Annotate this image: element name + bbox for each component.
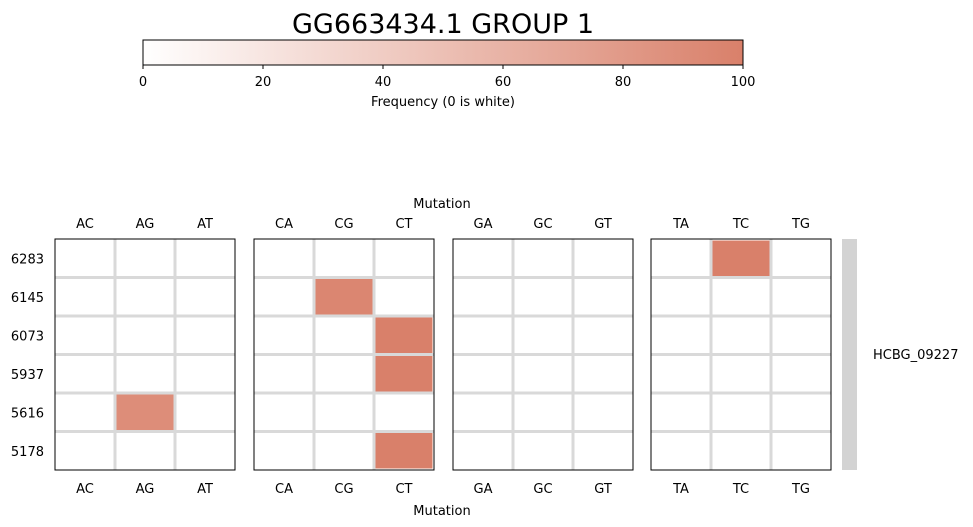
row-label-6145: 6145 [11, 291, 44, 306]
x-axis-label-bottom: Mutation [413, 504, 470, 519]
heatmap-cell-5178-CT [375, 433, 433, 469]
heatmap-cell-6283-TC [712, 240, 770, 276]
column-label-bottom-GT: GT [594, 482, 612, 497]
panel-frame [54, 238, 236, 471]
x-axis-label-top: Mutation [413, 197, 470, 212]
colorbar-label: Frequency (0 is white) [371, 95, 515, 110]
column-label-bottom-AT: AT [197, 482, 213, 497]
colorbar-tick-label: 60 [495, 75, 512, 90]
colorbar-tick-label: 100 [731, 75, 756, 90]
colorbar-gradient [142, 39, 744, 66]
row-label-6283: 6283 [11, 252, 44, 267]
column-label-top-TA: TA [672, 217, 689, 232]
side-group-bar [842, 239, 857, 470]
column-label-bottom-CT: CT [395, 482, 412, 497]
column-label-top-AT: AT [197, 217, 213, 232]
column-label-bottom-TG: TG [791, 482, 810, 497]
heatmap-cell-6145-CG [315, 279, 373, 315]
column-label-bottom-TC: TC [732, 482, 749, 497]
chart-title: GG663434.1 GROUP 1 [292, 9, 594, 40]
colorbar-tick-label: 80 [615, 75, 632, 90]
colorbar: 0 20 40 60 80 100 Frequency (0 is white) [139, 39, 756, 110]
colorbar-tick-label: 40 [375, 75, 392, 90]
row-label-5937: 5937 [11, 368, 44, 383]
column-label-bottom-CG: CG [334, 482, 353, 497]
column-label-bottom-GC: GC [533, 482, 552, 497]
column-label-top-CT: CT [395, 217, 412, 232]
column-label-bottom-CA: CA [275, 482, 293, 497]
column-label-top-CA: CA [275, 217, 293, 232]
heatmap-panel: AC AC AG AG AT AT [54, 217, 236, 497]
column-label-bottom-AG: AG [136, 482, 155, 497]
column-label-top-CG: CG [334, 217, 353, 232]
heatmap-cell-5616-AG [116, 394, 174, 430]
colorbar-tick-label: 20 [255, 75, 272, 90]
colorbar-tick-label: 0 [139, 75, 147, 90]
row-label-5616: 5616 [11, 406, 44, 421]
panel-frame [650, 238, 832, 471]
column-label-top-GC: GC [533, 217, 552, 232]
heatmap-cell-5937-CT [375, 356, 433, 392]
heatmap-panel: CA CA CG CG CT CT [253, 217, 435, 497]
column-label-bottom-TA: TA [672, 482, 689, 497]
heatmap-panel: TA TA TC TC TG TG [650, 217, 832, 497]
column-label-top-AC: AC [76, 217, 94, 232]
panel-frame [452, 238, 634, 471]
panel-frame [253, 238, 435, 471]
column-label-top-GT: GT [594, 217, 612, 232]
column-label-top-GA: GA [474, 217, 493, 232]
row-label-5178: 5178 [11, 445, 44, 460]
row-label-6073: 6073 [11, 329, 44, 344]
side-group-label: HCBG_09227 [873, 348, 958, 363]
column-label-top-TG: TG [791, 217, 810, 232]
column-label-bottom-AC: AC [76, 482, 94, 497]
column-label-top-TC: TC [732, 217, 749, 232]
column-label-top-AG: AG [136, 217, 155, 232]
column-label-bottom-GA: GA [474, 482, 493, 497]
heatmap-cell-6073-CT [375, 317, 433, 353]
heatmap-panel: GA GA GC GC GT GT [452, 217, 634, 497]
